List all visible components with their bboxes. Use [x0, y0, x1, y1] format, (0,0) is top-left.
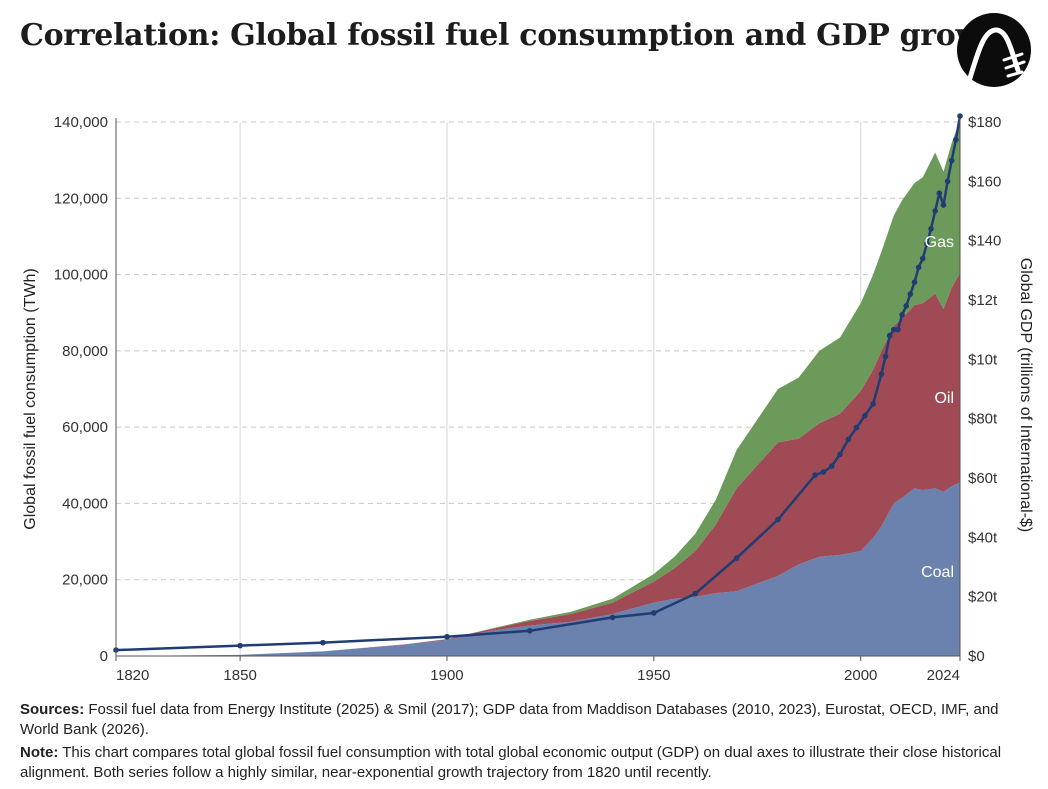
- x-tick-label: 1820: [116, 667, 149, 684]
- gdp-point: [932, 208, 938, 214]
- gdp-point: [915, 264, 922, 271]
- gdp-point: [878, 371, 885, 377]
- y-left-tick-label: 80,000: [62, 343, 108, 360]
- sources-text: Fossil fuel data from Energy Institute (…: [20, 701, 999, 738]
- gdp-line-path: [115, 115, 962, 652]
- gdp-point: [944, 178, 951, 185]
- gdp-point: [837, 451, 843, 458]
- y-right-tick-label: $180: [968, 114, 1001, 131]
- y-right-tick-label: $60t: [968, 470, 998, 487]
- x-tick-label: 1950: [637, 667, 670, 684]
- gdp-point: [882, 353, 889, 360]
- gdp-point: [812, 472, 818, 478]
- gdp-point: [899, 312, 905, 318]
- gdp-point: [444, 633, 450, 640]
- area-gas: [116, 120, 960, 657]
- gdp-point: [845, 436, 852, 443]
- series-labels: Coal Oil Gas: [921, 234, 954, 581]
- y-left-tick-label: 100,000: [54, 267, 108, 284]
- gdp-point: [733, 555, 740, 561]
- y-right-tick-label: $160: [968, 173, 1001, 190]
- gdp-point: [651, 610, 657, 616]
- y-right-tick-label: $80t: [968, 411, 998, 428]
- gdp-point: [609, 614, 616, 621]
- y-left-tick-label: 0: [100, 648, 108, 665]
- gdp-point: [940, 202, 947, 208]
- note-text: This chart compares total global fossil …: [20, 744, 1002, 781]
- area-coal: [116, 482, 960, 656]
- gdp-point: [895, 326, 901, 333]
- y-left-tick-label: 20,000: [62, 572, 108, 589]
- x-tick-label: 2024: [927, 667, 960, 684]
- gdp-line: [113, 113, 963, 653]
- gdp-point: [903, 303, 910, 309]
- y-left-tick-label: 120,000: [54, 190, 108, 207]
- series-label-oil: Oil: [934, 390, 954, 407]
- gdp-point: [953, 137, 959, 143]
- gdp-point: [828, 463, 835, 469]
- gdp-point: [853, 424, 860, 431]
- series-label-gas: Gas: [925, 234, 954, 251]
- chart-title: Correlation: Global fossil fuel consumpt…: [20, 18, 1017, 53]
- method-note: Note: This chart compares total global f…: [20, 744, 1002, 781]
- x-tick-label: 1900: [430, 667, 463, 684]
- gdp-point: [957, 113, 963, 119]
- y-right-tick-label: $12t: [968, 292, 998, 309]
- y-left-tick-label: 40,000: [62, 495, 108, 512]
- y-right-tick-label: $10t: [968, 351, 998, 368]
- y-left-axis-title: Global fossil fuel consumption (TWh): [22, 268, 39, 529]
- gdp-point: [936, 190, 943, 196]
- gdp-point: [886, 332, 893, 339]
- gdp-point: [320, 639, 326, 646]
- y-right-axis-title: Global GDP (trillions of International-$…: [1017, 258, 1034, 533]
- series-label-coal: Coal: [921, 564, 954, 581]
- gdp-point: [948, 157, 955, 164]
- gdp-point: [924, 240, 930, 247]
- gdp-point: [911, 279, 918, 286]
- gdp-point: [870, 401, 876, 407]
- x-tick-label: 2000: [844, 667, 877, 684]
- x-tick-label: 1850: [223, 667, 256, 684]
- gdp-point: [775, 516, 781, 523]
- gdp-point: [928, 226, 934, 232]
- gdp-point: [907, 291, 914, 297]
- y-left-tick-label: 60,000: [62, 419, 108, 436]
- gdp-point: [891, 326, 897, 333]
- chart-footer: Sources: Fossil fuel data from Energy In…: [20, 700, 1030, 786]
- gdp-point: [526, 627, 533, 634]
- y-right-tick-label: $20t: [968, 589, 998, 606]
- gdp-point: [692, 590, 699, 597]
- y-right-tick-label: $40t: [968, 529, 998, 546]
- y-left-tick-label: 140,000: [54, 114, 108, 131]
- gdp-point: [237, 642, 243, 649]
- y-right-tick-label: $140: [968, 233, 1001, 250]
- stacked-areas: [116, 120, 960, 657]
- sources-note: Sources: Fossil fuel data from Energy In…: [20, 701, 999, 738]
- y-right-tick-label: $0: [968, 648, 985, 665]
- gdp-point: [820, 469, 827, 475]
- chart-canvas: 0 20,000 40,000 60,000 80,000 100,000 120,000 1…: [22, 113, 1034, 684]
- axes: 0 20,000 40,000 60,000 80,000 100,000 120,000 1…: [22, 114, 1034, 684]
- gdp-point: [919, 255, 926, 262]
- gdp-point: [862, 412, 868, 419]
- area-oil: [116, 272, 960, 656]
- publisher-logo-icon: [957, 13, 1031, 87]
